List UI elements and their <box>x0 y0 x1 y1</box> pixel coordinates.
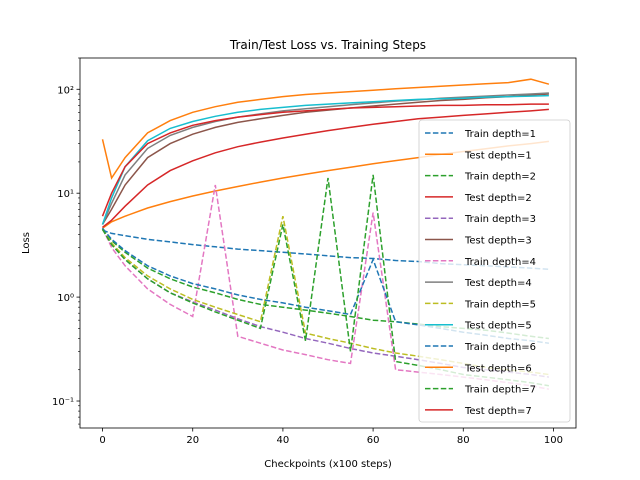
y-tick-label: 10¹ <box>57 189 74 200</box>
legend-label: Test depth=3 <box>464 236 532 247</box>
series-line-10 <box>101 94 549 225</box>
y-axis: 10⁻¹ 10⁰ 10¹ 10² <box>52 57 80 425</box>
x-tick-label: 20 <box>186 435 199 446</box>
legend-label: Train depth=3 <box>464 214 536 225</box>
x-tick-label: 100 <box>544 435 563 446</box>
legend-label: Train depth=4 <box>464 257 536 268</box>
legend-label: Train depth=1 <box>464 129 536 140</box>
series-line-14 <box>101 103 549 217</box>
legend-label: Train depth=5 <box>464 299 536 310</box>
chart-title: Train/Test Loss vs. Training Steps <box>229 38 426 52</box>
plot-area-frame <box>79 57 577 429</box>
legend-label: Test depth=7 <box>464 406 532 417</box>
series-line-12 <box>101 78 550 180</box>
series-line-3 <box>101 228 549 340</box>
y-tick-label: 10⁻¹ <box>52 397 74 408</box>
series-line-7 <box>101 184 550 390</box>
x-tick-label: 80 <box>457 435 470 446</box>
legend: Train depth=1 Test depth=1 Train depth=2 Te… <box>418 119 571 423</box>
legend-label: Test depth=1 <box>464 150 532 161</box>
legend-label: Train depth=7 <box>464 385 536 396</box>
y-tick-label: 10² <box>57 85 74 96</box>
x-tick-label: 60 <box>367 435 380 446</box>
legend-label: Test depth=2 <box>464 193 532 204</box>
x-axis-label: Checkpoints (x100 steps) <box>264 459 392 470</box>
legend-label: Test depth=5 <box>464 321 532 332</box>
y-tick-label: 10⁰ <box>57 293 74 304</box>
x-axis: 0 20 40 60 80 100 <box>99 428 563 446</box>
x-tick-label: 40 <box>277 435 290 446</box>
series-line-6 <box>101 93 549 225</box>
series-line-4 <box>102 108 549 228</box>
legend-box <box>418 119 571 423</box>
x-tick-label: 0 <box>99 435 105 446</box>
legend-label: Test depth=6 <box>464 363 532 374</box>
legend-label: Train depth=2 <box>464 172 536 183</box>
y-axis-label: Loss <box>21 232 32 254</box>
series-line-8 <box>101 92 549 225</box>
legend-label: Test depth=4 <box>464 278 532 289</box>
legend-label: Train depth=6 <box>464 342 536 353</box>
